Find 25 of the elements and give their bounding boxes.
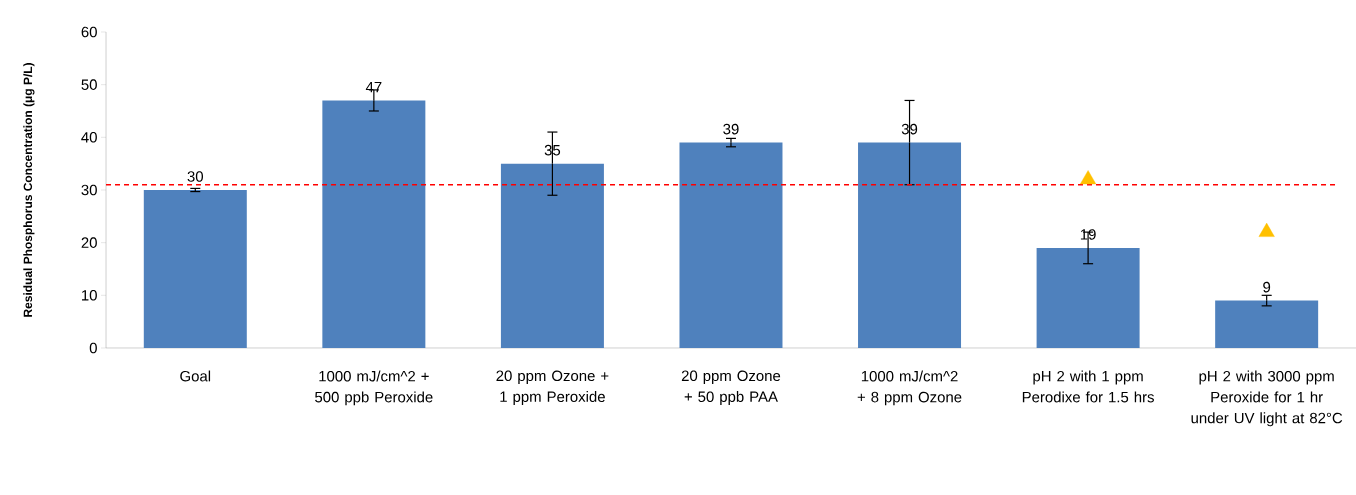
x-tick-label: Goal — [180, 370, 211, 382]
data-label: 39 — [723, 123, 739, 135]
y-tick-label: 20 — [81, 237, 97, 248]
y-tick-label: 30 — [81, 184, 97, 196]
data-label: 9 — [1263, 281, 1271, 293]
bar — [1215, 300, 1319, 348]
x-tick-label: 1000 mJ/cm^2 + 8 ppm Ozone — [857, 370, 962, 406]
y-tick-label: 10 — [82, 290, 97, 301]
x-tick-label: 20 ppm Ozone + 50 ppb PAA — [681, 370, 781, 405]
x-tick-label: pH 2 with 1 ppm Perodixe for 1.5 hrs — [1022, 370, 1154, 403]
bar — [1036, 247, 1140, 348]
bar — [858, 142, 962, 348]
x-tick-label: 20 ppm Ozone + 1 ppm Peroxide — [496, 370, 609, 405]
y-tick-label: 40 — [81, 132, 97, 143]
x-tick-label: 1000 mJ/cm^2 + 500 ppb Peroxide — [315, 370, 433, 406]
bar — [322, 100, 426, 348]
x-tick-label: pH 2 with 3000 ppm Peroxide for 1 hr under UV light at 82°C — [1191, 370, 1343, 427]
y-axis-title: Residual Phosphorus Concentration (μg P/L) — [23, 63, 35, 317]
bar — [500, 163, 604, 348]
y-tick-label: 0 — [89, 342, 97, 354]
y-tick-label: 50 — [81, 79, 97, 90]
y-tick-label: 60 — [81, 26, 97, 38]
bar — [679, 142, 783, 348]
bar — [143, 189, 247, 348]
data-label: 30 — [187, 171, 204, 182]
